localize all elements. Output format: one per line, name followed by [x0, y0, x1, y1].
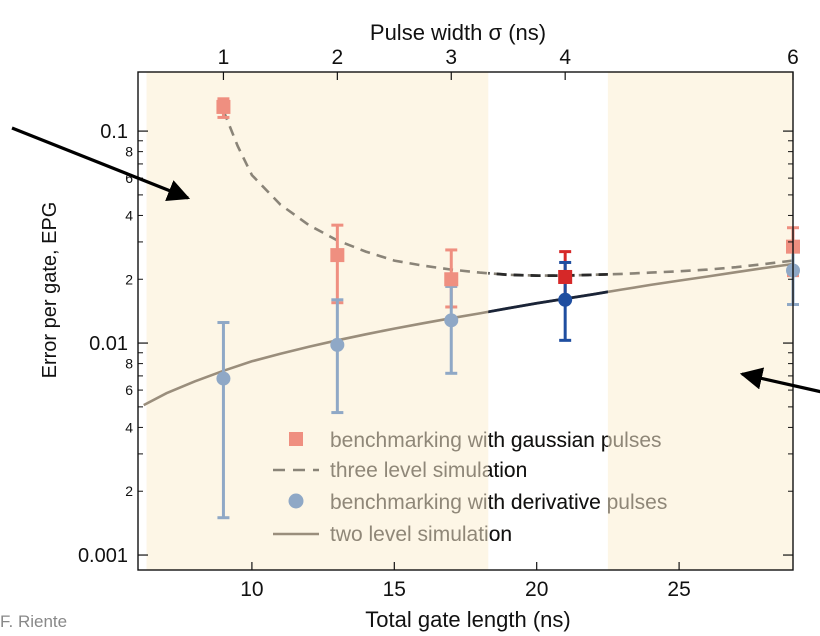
three-level-curve [222, 110, 794, 277]
y-minor-tick-label: 6 [125, 170, 133, 186]
y-minor-tick-label: 2 [125, 483, 133, 499]
legend-label-dark: three level simulation [330, 459, 527, 482]
gaussian-marker [444, 272, 459, 287]
annotation-arrows [11, 126, 820, 394]
legend-label: two level simulation [330, 523, 512, 546]
x-tick-label: 15 [383, 578, 406, 601]
legend-label-dark: benchmarking with gaussian pulses [330, 429, 662, 452]
x-tick-label: 10 [240, 578, 263, 601]
legend-label: benchmarking with gaussian pulses [330, 429, 662, 452]
plot-frame [137, 71, 794, 571]
x-axis-label: Total gate length (ns) [365, 607, 570, 632]
y-minor-tick-label: 8 [125, 356, 133, 372]
two-level-curve [143, 262, 794, 407]
top-tick-label: 6 [787, 46, 799, 69]
legend-label: benchmarking with derivative pulses [330, 491, 667, 514]
y-minor-tick-label: 4 [125, 419, 133, 435]
legend-gaussian-swatch [289, 432, 303, 446]
legend-label: three level simulation [330, 459, 527, 482]
top-tick-label: 4 [559, 46, 571, 69]
y-minor-tick-label: 4 [125, 207, 133, 223]
derivative-marker [558, 292, 573, 307]
y-minor-tick-label: 2 [125, 271, 133, 287]
top-tick-label: 1 [218, 46, 230, 69]
y-major-tick-label: 0.1 [100, 121, 128, 143]
gaussian-marker [216, 99, 231, 114]
legend: benchmarking with gaussian pulses benchma… [273, 429, 667, 546]
derivative-marker [444, 313, 459, 328]
simulation-curves [143, 110, 794, 407]
x-tick-label: 25 [667, 578, 690, 601]
gaussian-marker [558, 269, 573, 284]
y-minor-tick-label: 6 [125, 382, 133, 398]
left-arrow [11, 126, 191, 201]
gaussian-marker [330, 248, 345, 263]
two-level-curve-dark [488, 290, 608, 314]
credit-text: F. Riente [0, 612, 68, 631]
y-minor-tick-label: 8 [125, 144, 133, 160]
right-arrow [739, 367, 820, 394]
derivative-marker [330, 337, 345, 352]
y-axis-label: Error per gate, EPG [39, 202, 61, 379]
top-axis-label: Pulse width σ (ns) [370, 20, 546, 45]
derivative-marker [216, 371, 231, 386]
legend-derivative-swatch [288, 493, 304, 509]
shaded-region-2 [607, 72, 793, 570]
top-tick-label: 2 [332, 46, 344, 69]
y-major-tick-label: 0.01 [89, 333, 128, 355]
legend-label-dark: benchmarking with derivative pulses [330, 491, 667, 514]
legend-label-dark: two level simulation [330, 523, 512, 546]
top-tick-label: 3 [445, 46, 457, 69]
three-level-curve-dark [488, 271, 608, 277]
y-major-tick-label: 0.001 [78, 545, 128, 567]
axis-ticks: 10 15 20 25 1 2 3 4 6 0.001 0.01 0.1 2 4 6 8 2 4 6 8 [78, 46, 799, 601]
x-tick-label: 20 [525, 578, 548, 601]
